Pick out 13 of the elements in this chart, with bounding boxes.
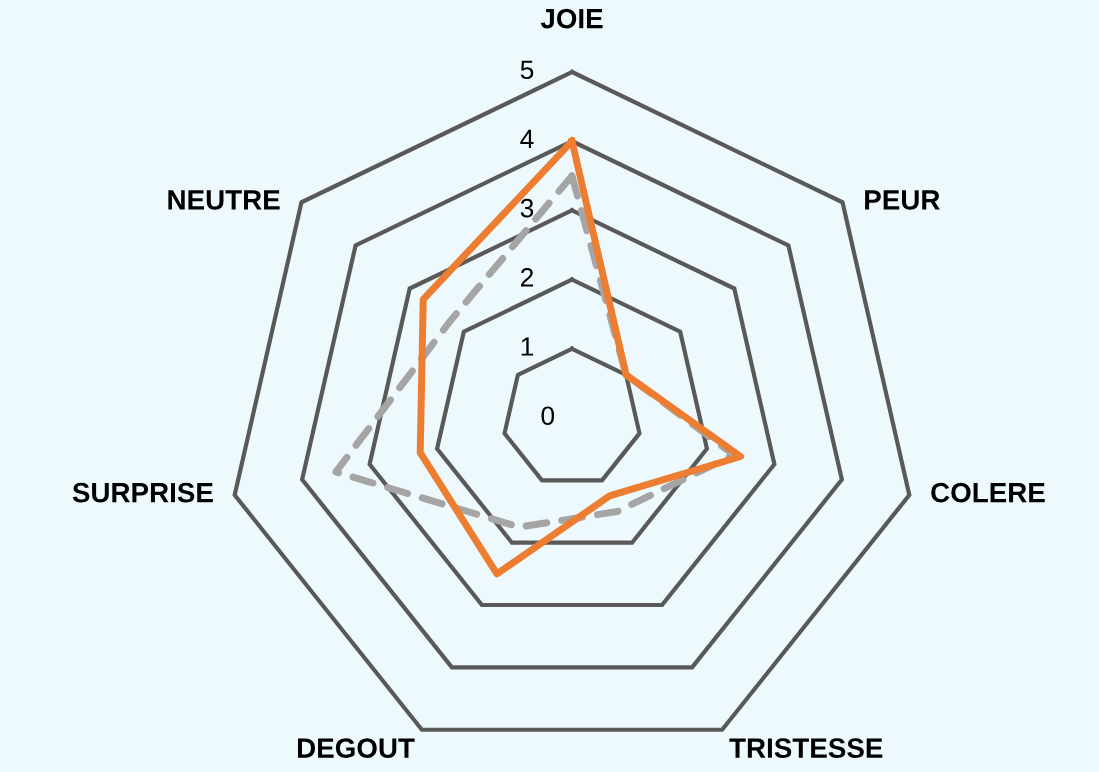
spoke-label: JOIE [540, 8, 603, 29]
spoke-label: PEUR [865, 190, 940, 210]
spoke-label: NEUTRE [168, 190, 280, 210]
spoke-label: SURPRISE [72, 482, 213, 503]
y-tick-label: 3 [520, 198, 534, 218]
spoke-label: DEGOUT [297, 738, 415, 758]
y-tick-label: 4 [520, 129, 534, 149]
spoke-label: COLERE [931, 482, 1045, 503]
y-tick-label: 5 [520, 60, 534, 80]
y-tick-label: 0 [541, 406, 555, 426]
spoke-label: TRISTESSE [729, 738, 883, 758]
y-tick-label: 1 [521, 337, 534, 356]
y-tick-label: 2 [521, 268, 534, 287]
